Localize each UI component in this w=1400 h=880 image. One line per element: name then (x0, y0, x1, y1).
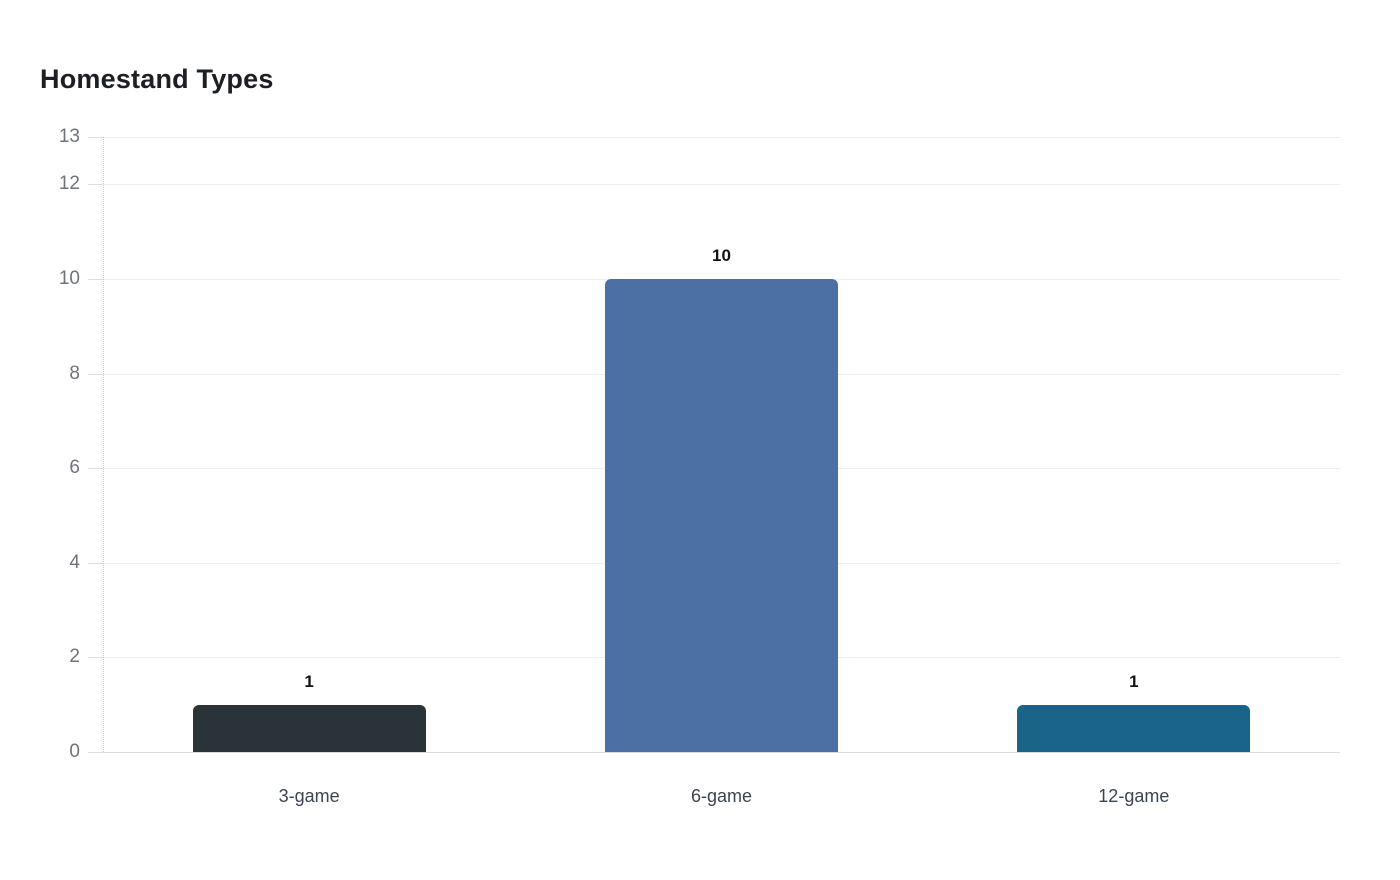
y-tick-mark-12 (88, 184, 103, 186)
y-tick-mark-13 (88, 137, 103, 138)
y-tick-label-10: 10 (58, 267, 80, 289)
y-axis-line (103, 137, 104, 752)
value-label-6-game: 10 (712, 245, 731, 265)
value-label-12-game: 1 (1129, 671, 1139, 691)
y-tick-label-8: 8 (69, 362, 80, 384)
y-tick-label-13: 13 (58, 126, 80, 147)
x-tick-label-12-game: 12-game (1098, 786, 1170, 806)
y-tick-mark-4 (88, 562, 103, 564)
gridline-y-0 (103, 752, 1340, 753)
y-tick-mark-10 (88, 278, 103, 280)
y-tick-label-2: 2 (69, 646, 80, 668)
gridline-y-12 (103, 184, 1340, 186)
bar-6-game (605, 278, 838, 752)
y-tick-mark-0 (88, 752, 103, 753)
gridline-y-13 (103, 137, 1340, 138)
y-tick-mark-6 (88, 468, 103, 470)
bar-3-game (192, 704, 426, 752)
y-tick-label-4: 4 (69, 551, 80, 573)
y-tick-mark-2 (88, 657, 103, 659)
y-tick-label-12: 12 (58, 173, 80, 195)
y-tick-mark-8 (88, 373, 103, 375)
chart-title: Homestand Types (40, 64, 274, 94)
x-tick-label-6-game: 6-game (690, 786, 753, 806)
y-tick-label-6: 6 (69, 457, 80, 479)
x-tick-label-3-game: 3-game (278, 786, 340, 806)
bar-12-game (1017, 704, 1251, 752)
y-tick-label-0: 0 (69, 741, 80, 762)
value-label-3-game: 1 (304, 671, 314, 691)
